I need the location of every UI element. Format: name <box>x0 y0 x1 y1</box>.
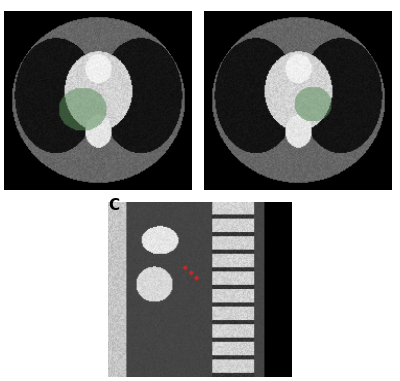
Text: C: C <box>108 198 119 213</box>
Text: B: B <box>204 11 216 26</box>
Text: A: A <box>4 11 16 26</box>
